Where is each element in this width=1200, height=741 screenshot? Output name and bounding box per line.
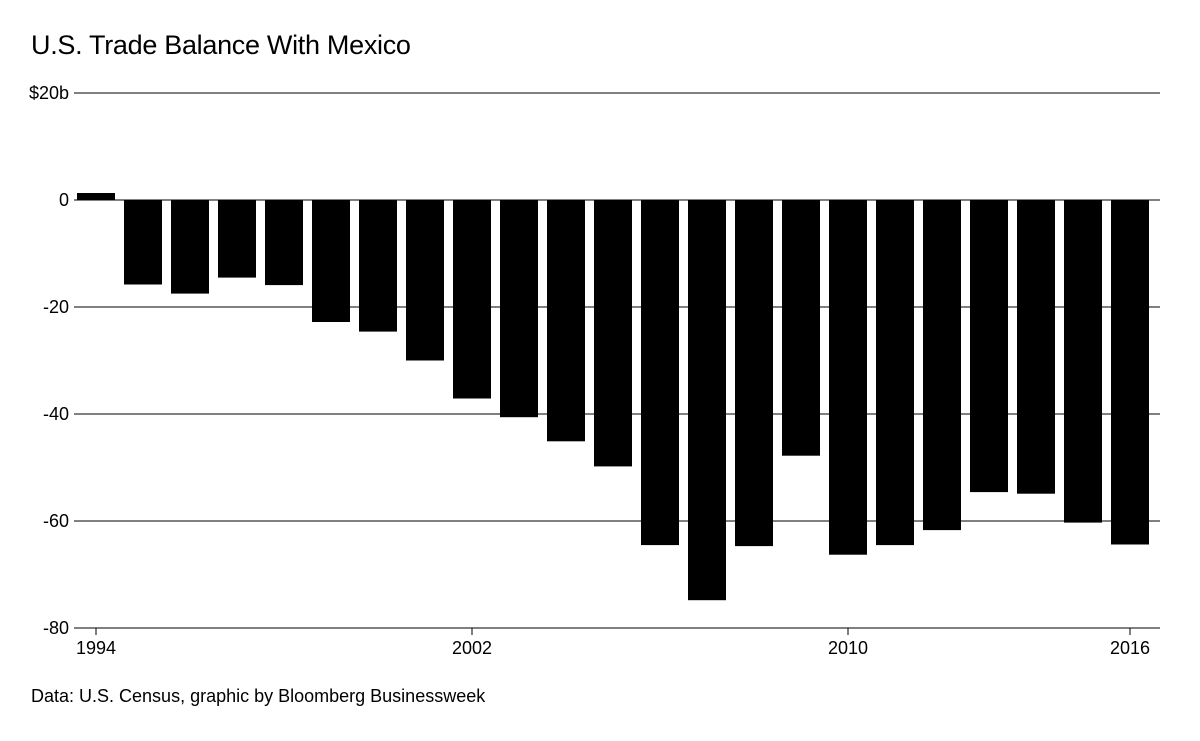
y-tick-label: 0 (59, 190, 69, 210)
x-tick-label: 2002 (452, 638, 492, 658)
bar-2006 (641, 200, 679, 546)
bar-2003 (500, 200, 538, 418)
bar-2009 (782, 200, 820, 456)
y-tick-label: -80 (43, 618, 69, 638)
y-tick-label: -60 (43, 511, 69, 531)
bar-2015 (1064, 200, 1102, 523)
bar-2000 (359, 200, 397, 332)
bar-2016 (1111, 200, 1149, 545)
bar-1997 (218, 200, 256, 278)
bar-1994 (77, 193, 115, 200)
y-tick-label: -20 (43, 297, 69, 317)
bar-2008 (735, 200, 773, 547)
bar-2007 (688, 200, 726, 601)
chart-title: U.S. Trade Balance With Mexico (31, 30, 411, 60)
x-tick-label: 1994 (76, 638, 116, 658)
y-tick-label: -40 (43, 404, 69, 424)
bar-2013 (970, 200, 1008, 493)
bar-2005 (594, 200, 632, 467)
bar-2001 (406, 200, 444, 361)
x-tick-label: 2016 (1110, 638, 1150, 658)
bar-2011 (876, 200, 914, 546)
bar-2012 (923, 200, 961, 531)
bar-2010 (829, 200, 867, 555)
source-note: Data: U.S. Census, graphic by Bloomberg … (31, 686, 486, 706)
bar-1995 (124, 200, 162, 285)
bar-2014 (1017, 200, 1055, 494)
bar-1996 (171, 200, 209, 294)
bar-2004 (547, 200, 585, 442)
bar-2002 (453, 200, 491, 399)
bar-1998 (265, 200, 303, 286)
y-tick-label: $20b (29, 83, 69, 103)
bar-1999 (312, 200, 350, 322)
x-tick-label: 2010 (828, 638, 868, 658)
